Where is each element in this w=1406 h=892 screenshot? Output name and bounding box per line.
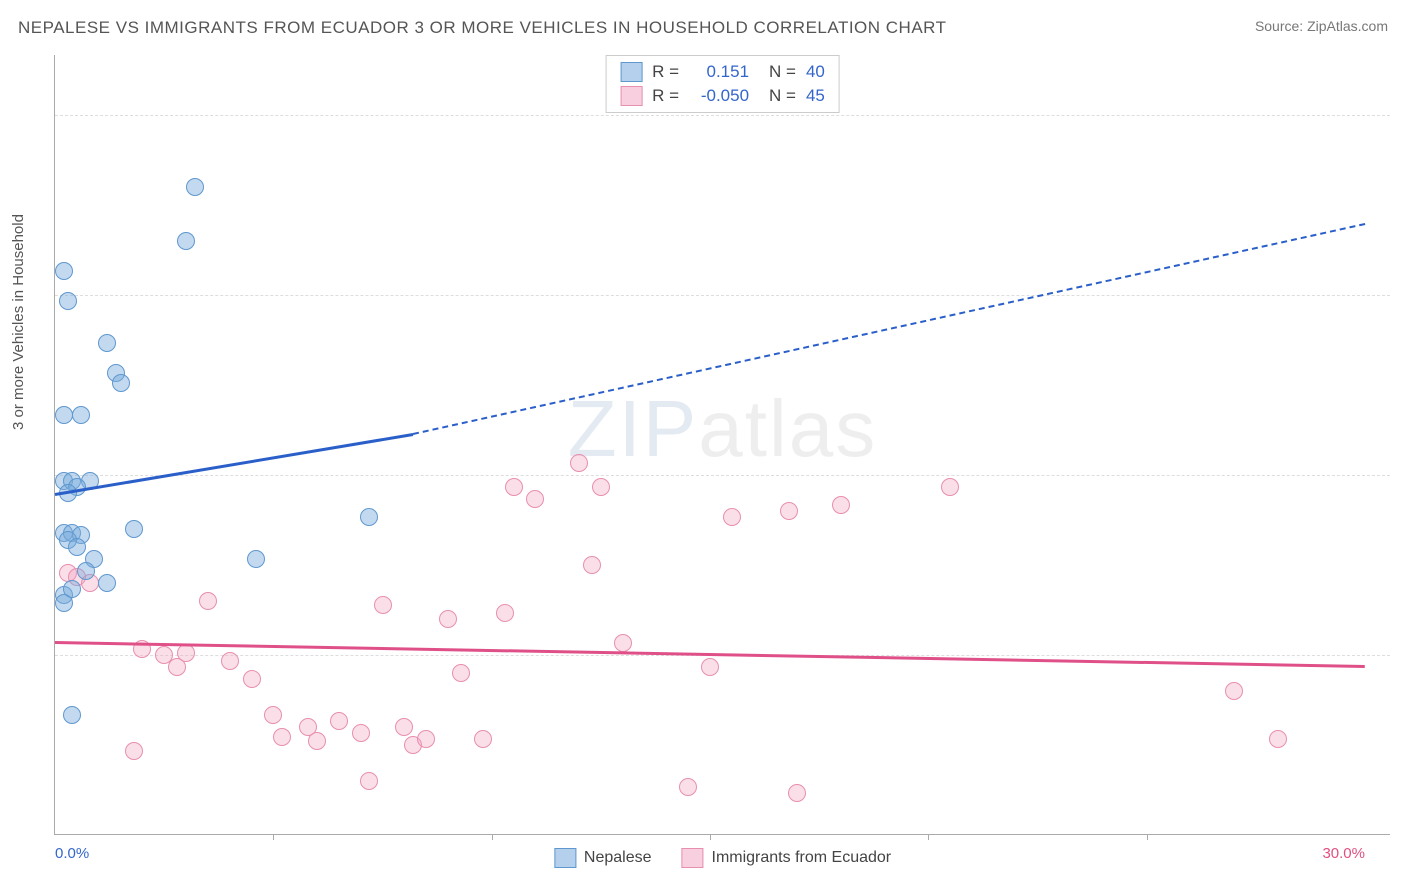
data-point-pink — [679, 778, 697, 796]
data-point-pink — [199, 592, 217, 610]
data-point-pink — [417, 730, 435, 748]
legend-swatch — [554, 848, 576, 868]
data-point-pink — [308, 732, 326, 750]
data-point-blue — [63, 580, 81, 598]
data-point-pink — [264, 706, 282, 724]
y-tick-label: 15.0% — [1395, 647, 1406, 664]
data-point-blue — [59, 292, 77, 310]
r-value: -0.050 — [689, 86, 749, 106]
data-point-blue — [63, 706, 81, 724]
watermark: ZIPatlas — [568, 383, 877, 475]
data-point-pink — [723, 508, 741, 526]
data-point-pink — [125, 742, 143, 760]
data-point-pink — [352, 724, 370, 742]
data-point-pink — [780, 502, 798, 520]
gridline — [55, 295, 1390, 296]
data-point-pink — [832, 496, 850, 514]
data-point-pink — [330, 712, 348, 730]
gridline — [55, 475, 1390, 476]
r-label: R = — [652, 62, 679, 82]
legend-row: R = 0.151 N = 40 — [620, 60, 825, 84]
data-point-pink — [452, 664, 470, 682]
data-point-blue — [112, 374, 130, 392]
data-point-pink — [592, 478, 610, 496]
data-point-blue — [98, 574, 116, 592]
data-point-pink — [614, 634, 632, 652]
trend-line-blue-dash — [413, 223, 1365, 435]
data-point-pink — [570, 454, 588, 472]
data-point-pink — [701, 658, 719, 676]
x-tick-mark — [1147, 834, 1148, 840]
x-tick-mark — [492, 834, 493, 840]
data-point-blue — [68, 538, 86, 556]
data-point-blue — [186, 178, 204, 196]
data-point-blue — [77, 562, 95, 580]
data-point-pink — [474, 730, 492, 748]
legend-label: Immigrants from Ecuador — [712, 849, 892, 867]
data-point-pink — [788, 784, 806, 802]
data-point-pink — [1269, 730, 1287, 748]
legend-swatch — [682, 848, 704, 868]
xtick_left: 0.0% — [55, 845, 89, 862]
data-point-blue — [55, 262, 73, 280]
chart-title: NEPALESE VS IMMIGRANTS FROM ECUADOR 3 OR… — [18, 18, 947, 38]
legend-swatch — [620, 86, 642, 106]
y-tick-label: 60.0% — [1395, 107, 1406, 124]
chart-plot-area: ZIPatlas R =0.151N =40R =-0.050N =45 Nep… — [54, 55, 1390, 835]
x-tick-mark — [273, 834, 274, 840]
legend-row: R = -0.050 N = 45 — [620, 84, 825, 108]
legend-item: Immigrants from Ecuador — [682, 848, 892, 868]
data-point-pink — [360, 772, 378, 790]
n-value: 45 — [806, 86, 825, 106]
data-point-blue — [72, 406, 90, 424]
legend-swatch — [620, 62, 642, 82]
data-point-pink — [1225, 682, 1243, 700]
trend-line-blue-solid — [55, 433, 414, 496]
data-point-pink — [273, 728, 291, 746]
data-point-pink — [243, 670, 261, 688]
y-axis-label: 3 or more Vehicles in Household — [10, 214, 27, 430]
y-tick-label: 45.0% — [1395, 287, 1406, 304]
source-label: Source: ZipAtlas.com — [1255, 18, 1388, 34]
x-tick-mark — [710, 834, 711, 840]
n-label: N = — [769, 86, 796, 106]
data-point-pink — [526, 490, 544, 508]
data-point-blue — [247, 550, 265, 568]
legend-item: Nepalese — [554, 848, 652, 868]
x-tick-mark — [928, 834, 929, 840]
data-point-pink — [941, 478, 959, 496]
data-point-pink — [374, 596, 392, 614]
xtick_right: 30.0% — [1322, 845, 1365, 862]
y-tick-label: 30.0% — [1395, 467, 1406, 484]
r-label: R = — [652, 86, 679, 106]
data-point-pink — [439, 610, 457, 628]
gridline — [55, 115, 1390, 116]
data-point-pink — [583, 556, 601, 574]
data-point-blue — [177, 232, 195, 250]
series-legend: Nepalese Immigrants from Ecuador — [554, 848, 891, 868]
r-value: 0.151 — [689, 62, 749, 82]
legend-label: Nepalese — [584, 849, 652, 867]
data-point-pink — [395, 718, 413, 736]
data-point-blue — [98, 334, 116, 352]
data-point-blue — [55, 406, 73, 424]
data-point-pink — [221, 652, 239, 670]
data-point-blue — [360, 508, 378, 526]
data-point-blue — [125, 520, 143, 538]
data-point-pink — [505, 478, 523, 496]
correlation-legend: R = 0.151 N = 40 R = -0.050 N = 45 — [605, 55, 840, 113]
n-label: N = — [769, 62, 796, 82]
data-point-pink — [496, 604, 514, 622]
n-value: 40 — [806, 62, 825, 82]
